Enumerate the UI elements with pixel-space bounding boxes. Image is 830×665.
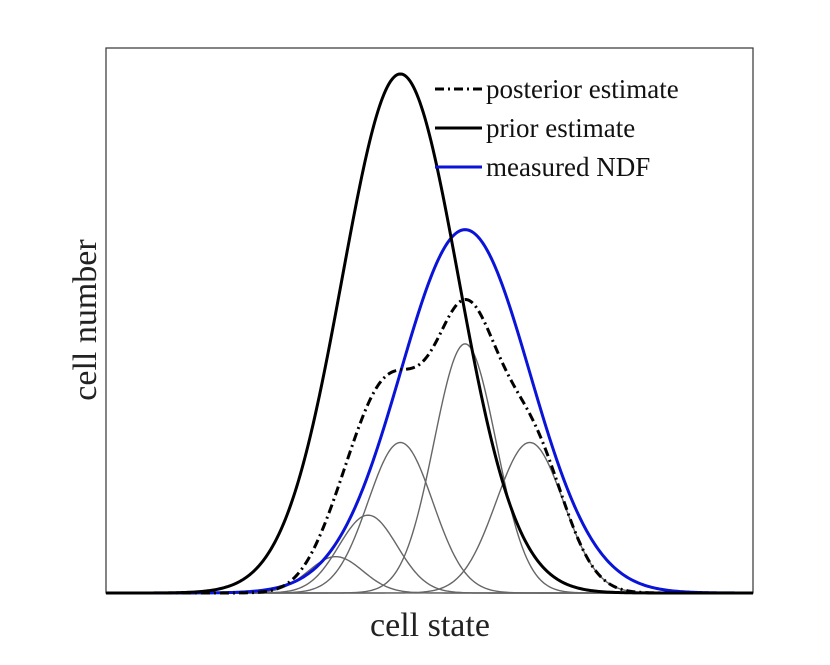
- series-line-prior-estimate: [106, 72, 753, 595]
- y-axis-label: cell number: [67, 239, 104, 401]
- series-line-measured-ndf: [106, 228, 753, 595]
- legend: posterior estimate prior estimate measur…: [435, 74, 679, 182]
- series-layer: [106, 72, 753, 595]
- x-axis-label: cell state: [370, 607, 490, 644]
- legend-label-measured: measured NDF: [486, 152, 650, 182]
- legend-label-prior: prior estimate: [486, 113, 635, 143]
- legend-label-posterior: posterior estimate: [486, 74, 679, 104]
